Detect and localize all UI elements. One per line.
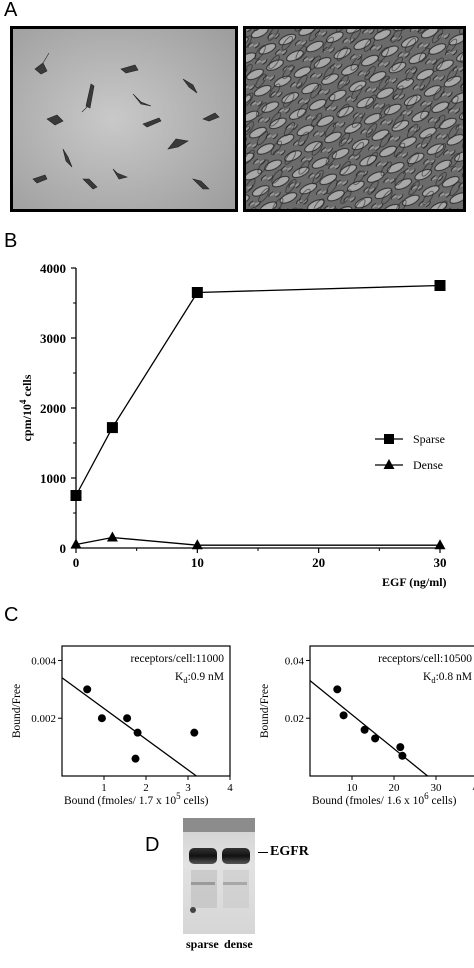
y-tick-label: 4000	[40, 261, 66, 276]
y-axis-label: Bound/Free	[259, 684, 271, 738]
x-tick-label: 4	[227, 782, 233, 794]
regression-line	[61, 677, 197, 777]
western-blot	[183, 818, 255, 934]
x-tick-label: 30	[434, 555, 447, 570]
regression-line	[309, 680, 429, 777]
legend-label-dense: Dense	[413, 458, 443, 472]
x-tick-label: 0	[73, 555, 80, 570]
data-point	[333, 685, 342, 694]
x-tick-label: 20	[312, 555, 325, 570]
data-point-dense	[434, 539, 446, 550]
x-axis-label: Bound (fmoles/ 1.6 x 106 cells)	[312, 791, 457, 807]
data-point	[83, 685, 92, 694]
x-tick-label: 10	[347, 782, 359, 794]
data-point	[339, 711, 348, 720]
x-axis-label: Bound (fmoles/ 1.7 x 105 cells)	[64, 791, 209, 807]
data-point	[396, 743, 405, 752]
x-tick-label: 2	[143, 782, 149, 794]
panel-letter-a: A	[4, 0, 18, 21]
legend-marker-dense	[383, 459, 395, 469]
data-point-sparse	[191, 287, 203, 298]
band-dense	[222, 848, 250, 864]
panel-letter-c: C	[4, 604, 19, 626]
egfr-marker-line	[258, 852, 268, 853]
receptors-annotation: receptors/cell:10500	[378, 653, 472, 665]
y-axis-label: Bound/Free	[11, 684, 23, 738]
x-tick-label: 20	[389, 782, 401, 794]
x-tick-label: 30	[431, 782, 443, 794]
legend-marker-sparse	[384, 434, 394, 444]
data-point	[133, 728, 142, 737]
data-point-sparse	[434, 280, 446, 291]
micrograph-dense	[243, 26, 466, 212]
data-point	[123, 714, 132, 723]
lane-label-dense: dense	[224, 937, 253, 951]
kd-annotation: Kd:0.8 nM	[423, 671, 472, 685]
legend-label-sparse: Sparse	[413, 432, 445, 446]
y-tick-label: 3000	[40, 331, 66, 346]
data-point-dense	[70, 538, 82, 549]
scatchard-plot-sparse: 0.002 0.004 1 2 3 4 receptors/cell:11000 Kd:0.9…	[11, 645, 233, 807]
x-tick-label: 40	[473, 782, 474, 794]
plot-frame	[61, 645, 231, 777]
data-point-sparse	[70, 490, 82, 501]
receptors-annotation: receptors/cell:11000	[131, 653, 225, 665]
plot-frame	[309, 645, 474, 777]
series-line-sparse	[75, 284, 441, 496]
y-tick-label: 0.04	[285, 655, 305, 667]
y-tick-label: 0	[60, 541, 67, 556]
egf-binding-line-chart: 0 1000 2000 3000 4000 0 10 20 30 EGF (ng/ml) cpm/1…	[18, 261, 447, 589]
data-point-dense	[106, 531, 118, 542]
panel-letter-d: D	[145, 834, 160, 856]
data-point	[190, 728, 199, 737]
scatchard-plot-dense: 0.02 0.04 10 20 30 40 receptors/cell:10500 Kd:0…	[259, 645, 474, 807]
x-axis-label: EGF (ng/ml)	[382, 575, 447, 589]
panel-letter-b: B	[4, 230, 18, 252]
micrograph-sparse	[10, 26, 238, 212]
egfr-label: EGFR	[270, 844, 309, 859]
data-point	[131, 754, 140, 763]
y-tick-label: 0.004	[31, 655, 56, 667]
x-tick-label: 1	[101, 782, 107, 794]
y-tick-label: 2000	[40, 401, 66, 416]
data-point	[360, 725, 369, 734]
data-point	[97, 714, 106, 723]
data-point-sparse	[106, 422, 118, 434]
y-tick-label: 0.002	[31, 713, 56, 725]
series-line-dense	[75, 536, 440, 546]
lane-label-sparse: sparse	[186, 937, 219, 951]
x-tick-label: 10	[191, 555, 204, 570]
y-tick-label: 0.02	[285, 713, 304, 725]
y-axis-label: cpm/104 cells	[18, 374, 34, 441]
y-tick-label: 1000	[40, 471, 66, 486]
data-point-dense	[191, 539, 203, 550]
x-tick-label: 3	[185, 782, 191, 794]
kd-annotation: Kd:0.9 nM	[175, 671, 224, 685]
data-point	[371, 734, 380, 743]
band-sparse	[189, 848, 217, 864]
data-point	[398, 751, 407, 760]
